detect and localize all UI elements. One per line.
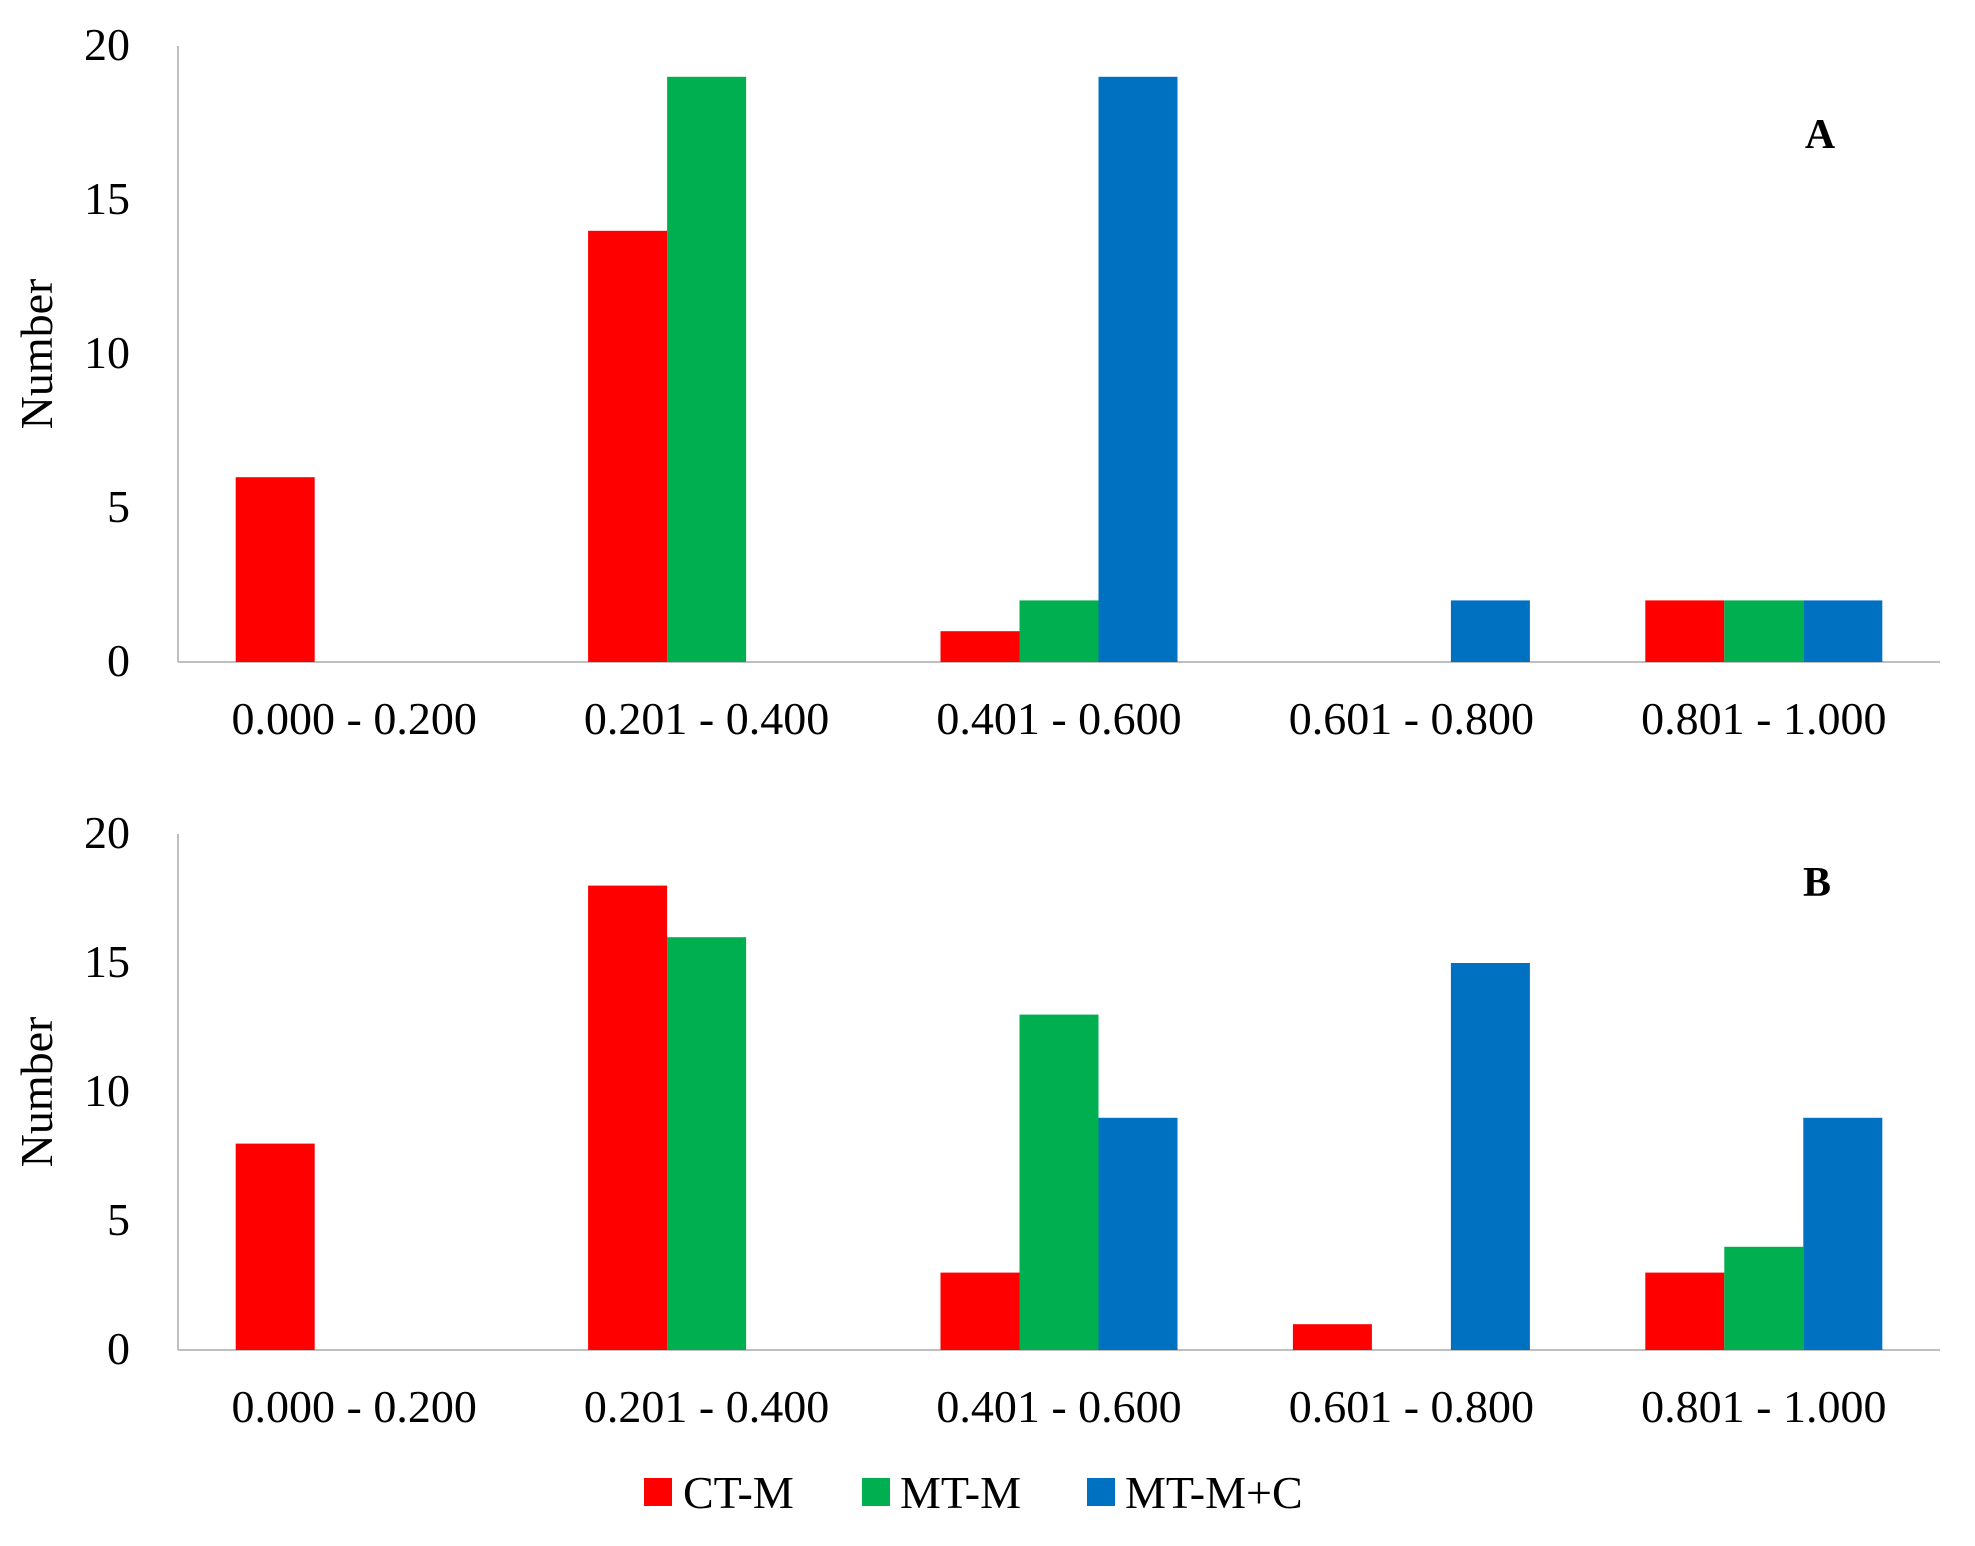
bar-mt-m-c (1803, 1117, 1883, 1350)
x-tick-label: 0.401 - 0.600 (936, 693, 1181, 744)
bar-ct-m (940, 1272, 1020, 1350)
bar-ct-m (1645, 600, 1725, 662)
panel-label-b: B (1803, 860, 1831, 906)
bar-mt-m-c (1098, 1117, 1178, 1350)
y-tick-label: 15 (84, 173, 130, 224)
bar-mt-m-c (1450, 963, 1530, 1350)
x-tick-label: 0.601 - 0.800 (1289, 1381, 1534, 1432)
y-axis-title: Number (11, 1017, 62, 1168)
x-tick-label: 0.000 - 0.200 (232, 693, 477, 744)
y-tick-label: 15 (84, 936, 130, 987)
x-tick-label: 0.201 - 0.400 (584, 1381, 829, 1432)
bar-ct-m (235, 1143, 315, 1350)
bar-mt-m (1724, 600, 1804, 662)
x-tick-label: 0.801 - 1.000 (1641, 1381, 1886, 1432)
legend-label-mt-m: MT-M (900, 1467, 1021, 1518)
y-tick-label: 20 (84, 807, 130, 858)
y-tick-label: 5 (107, 481, 130, 532)
bar-ct-m (588, 885, 668, 1350)
legend: CT-M MT-M MT-M+C (644, 1467, 1303, 1518)
bar-ct-m (940, 631, 1020, 662)
x-tick-label: 0.401 - 0.600 (936, 1381, 1181, 1432)
bar-mt-m-c (1803, 600, 1883, 662)
chart-panel-a: 0 5 10 15 20 Number A 0.000 - 0.200 0.201 - 0.40… (11, 19, 1940, 744)
bar-ct-m (1292, 1324, 1372, 1350)
y-axis-title: Number (11, 279, 62, 430)
legend-swatch-mt-m (862, 1478, 890, 1506)
bar-ct-m (1645, 1272, 1725, 1350)
legend-label-ct-m: CT-M (683, 1467, 794, 1518)
bar-mt-m (1019, 600, 1099, 662)
y-tick-label: 5 (107, 1194, 130, 1245)
bar-mt-m (1019, 1014, 1099, 1350)
y-tick-label: 10 (84, 327, 130, 378)
bar-ct-m (588, 230, 668, 663)
chart-panel-b: 0 5 10 15 20 Number B 0.000 - 0.200 0.201 - 0.40… (11, 807, 1940, 1432)
y-tick-label: 20 (84, 19, 130, 70)
y-tick-label: 10 (84, 1065, 130, 1116)
x-tick-label: 0.201 - 0.400 (584, 693, 829, 744)
bar-mt-m-c (1450, 600, 1530, 662)
x-tick-label: 0.000 - 0.200 (232, 1381, 477, 1432)
legend-swatch-ct-m (644, 1478, 672, 1506)
panel-label-a: A (1805, 112, 1836, 158)
x-tick-label: 0.601 - 0.800 (1289, 693, 1534, 744)
x-tick-label: 0.801 - 1.000 (1641, 693, 1886, 744)
bar-mt-m (667, 937, 747, 1350)
bar-mt-m (1724, 1246, 1804, 1350)
bar-mt-m (667, 76, 747, 663)
bar-ct-m (235, 477, 315, 662)
y-tick-label: 0 (107, 635, 130, 686)
y-tick-label: 0 (107, 1323, 130, 1374)
bar-mt-m-c (1098, 76, 1178, 663)
legend-label-mt-m-c: MT-M+C (1125, 1467, 1303, 1518)
legend-swatch-mt-m-c (1087, 1478, 1115, 1506)
